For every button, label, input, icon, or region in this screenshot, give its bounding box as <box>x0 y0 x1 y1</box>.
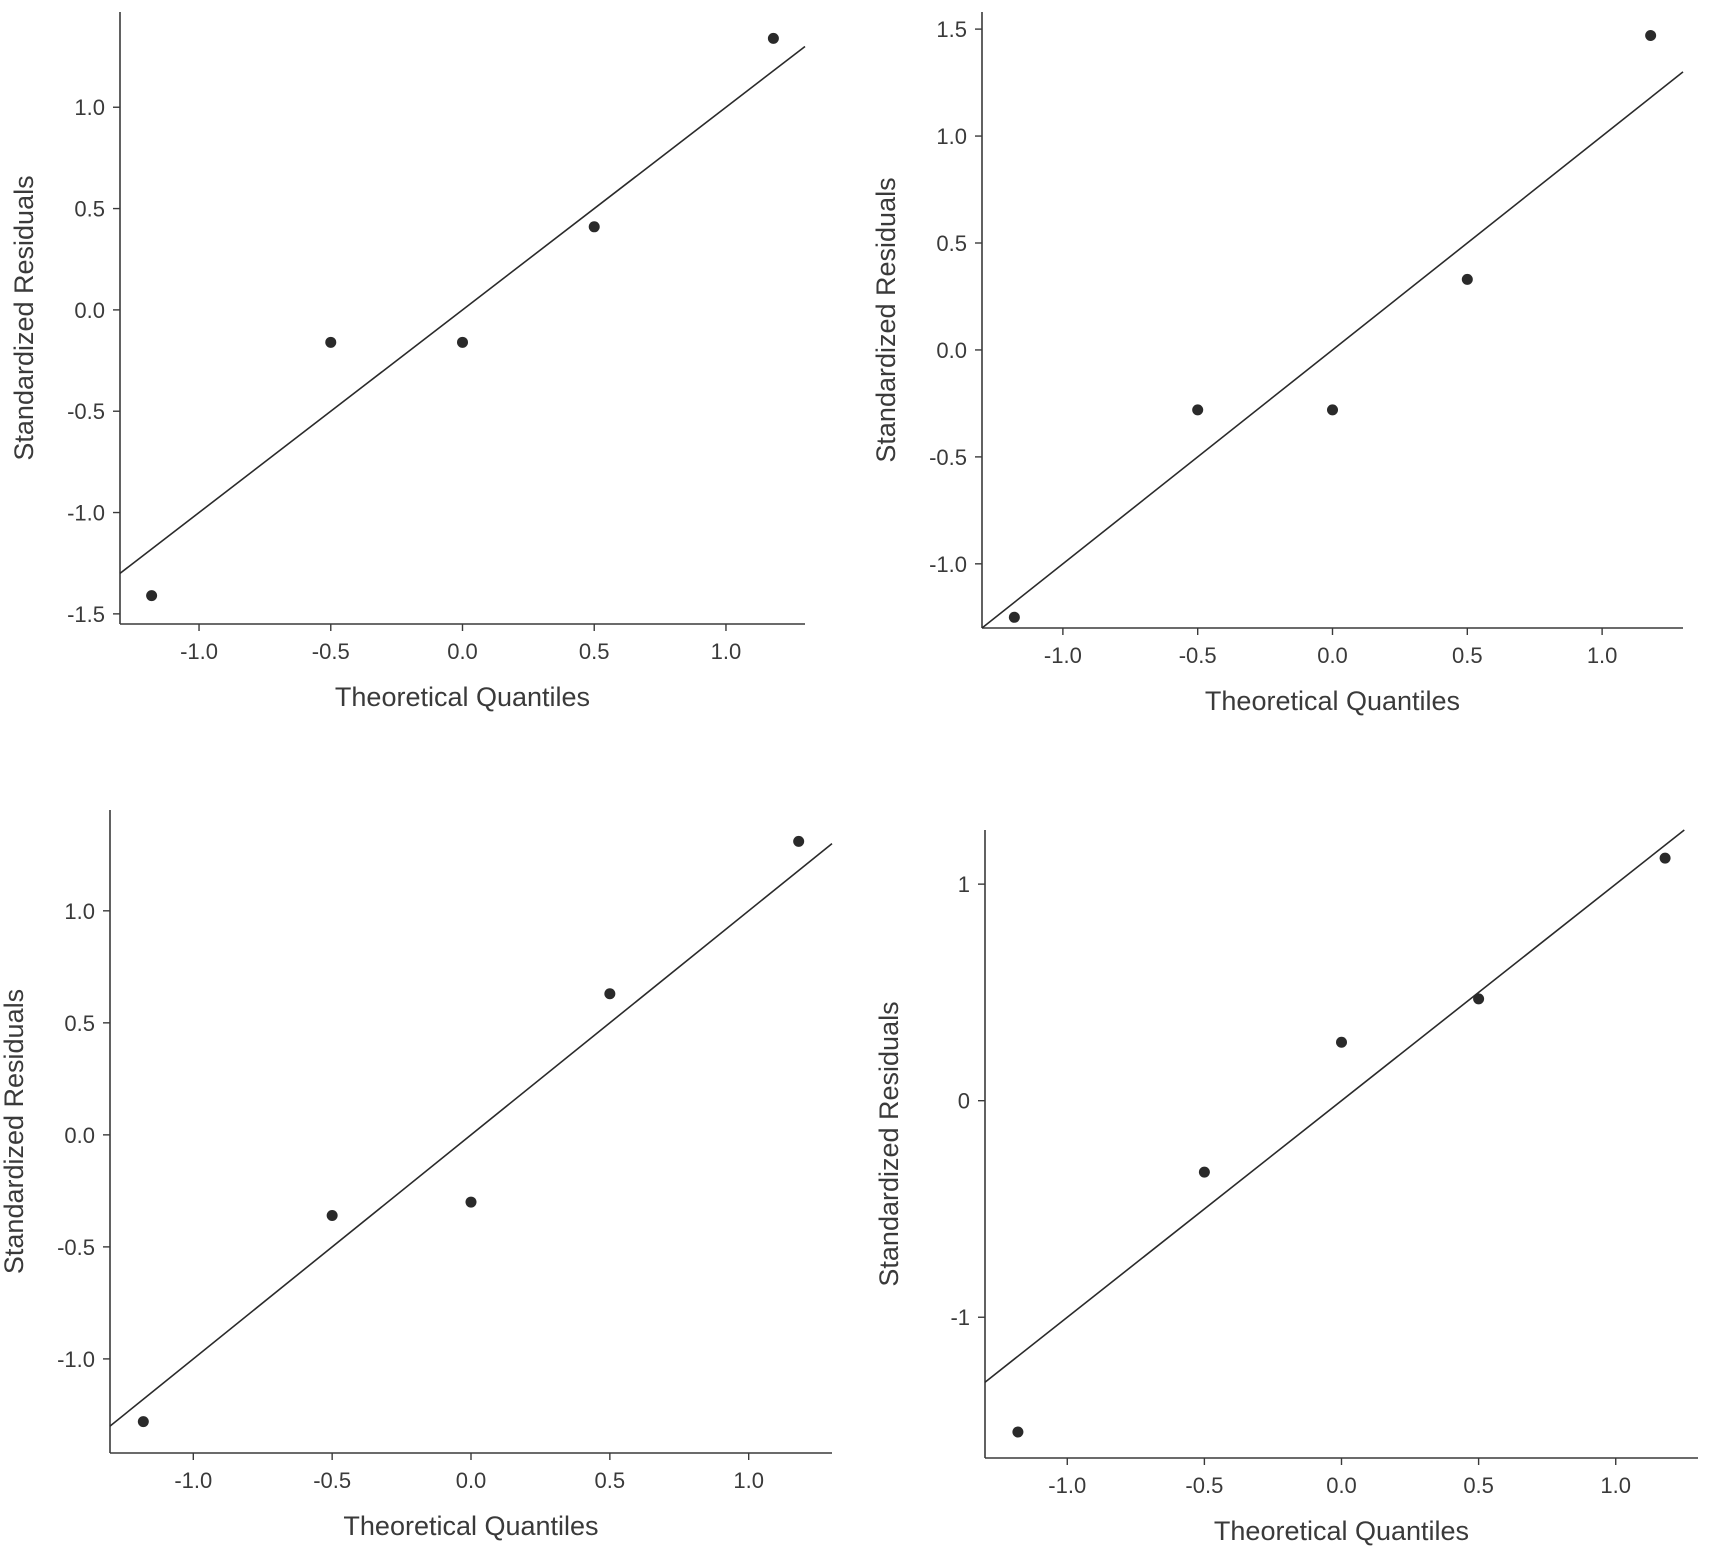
x-tick-label: -1.0 <box>174 1468 212 1493</box>
y-tick-label: 0.5 <box>64 1011 95 1036</box>
data-point <box>1473 993 1485 1005</box>
y-tick-label: 0.0 <box>64 1123 95 1148</box>
x-axis-title: Theoretical Quantiles <box>335 682 590 712</box>
data-point <box>1461 273 1473 285</box>
data-point <box>465 1196 477 1208</box>
y-tick-label: -0.5 <box>57 1235 95 1260</box>
reference-line <box>981 71 1684 629</box>
x-tick-label: 0.5 <box>595 1468 626 1493</box>
x-tick-label: 0.0 <box>447 639 478 664</box>
chart-panel-1: -1.0 -0.5 0.0 0.5 1.0 -1.5 -1.0 -0.5 0.0 0.5 1.0 Th… <box>9 12 806 712</box>
reference-line <box>109 842 833 1427</box>
x-tick-label: 1.0 <box>1600 1473 1631 1498</box>
y-tick-label: 0.5 <box>936 231 967 256</box>
y-axis-title: Standardized Residuals <box>874 1001 904 1286</box>
data-point <box>588 221 600 233</box>
chart-panel-4: -1.0 -0.5 0.0 0.5 1.0 -1 0 1 Theoretical Quantil… <box>874 829 1698 1546</box>
data-point <box>1327 404 1338 416</box>
data-point <box>1659 852 1671 864</box>
y-tick-label: 1.0 <box>936 124 967 149</box>
data-point <box>1198 1166 1210 1178</box>
data-point <box>137 1416 149 1428</box>
x-tick-label: 0.0 <box>456 1468 487 1493</box>
data-point <box>146 590 158 602</box>
x-axis-title: Theoretical Quantiles <box>343 1511 598 1541</box>
reference-line <box>119 45 806 574</box>
data-point <box>1012 1426 1024 1438</box>
y-tick-label: -1.5 <box>67 602 105 627</box>
x-tick-label: -0.5 <box>312 639 350 664</box>
chart-panel-2: -1.0 -0.5 0.0 0.5 1.0 -1.0 -0.5 0.0 0.5 1.0 1.5 The… <box>871 12 1684 716</box>
y-tick-label: -1.0 <box>57 1347 95 1372</box>
y-tick-label: 0 <box>958 1089 970 1114</box>
y-axis-title: Standardized Residuals <box>9 175 39 460</box>
x-tick-label: 1.0 <box>733 1468 764 1493</box>
y-tick-label: 1 <box>958 872 970 897</box>
data-point <box>457 336 468 348</box>
y-tick-label: 1.0 <box>74 95 105 120</box>
y-tick-label: -1 <box>950 1305 970 1330</box>
data-point <box>326 1210 338 1222</box>
data-point <box>1008 611 1020 623</box>
y-tick-label: -0.5 <box>929 445 967 470</box>
x-tick-label: -0.5 <box>1185 1473 1223 1498</box>
y-tick-label: 1.0 <box>64 899 95 924</box>
x-tick-label: 1.0 <box>1587 643 1618 668</box>
x-tick-label: 0.5 <box>579 639 610 664</box>
x-tick-label: 0.5 <box>1452 643 1483 668</box>
x-tick-label: -1.0 <box>1048 1473 1086 1498</box>
data-point <box>1645 30 1657 42</box>
data-point <box>325 336 337 348</box>
data-point <box>767 32 779 44</box>
x-tick-label: -0.5 <box>1179 643 1217 668</box>
y-axis-title: Standardized Residuals <box>0 989 29 1274</box>
y-tick-label: 0.0 <box>936 338 967 363</box>
x-tick-label: 0.5 <box>1463 1473 1494 1498</box>
data-point <box>604 988 616 1000</box>
x-tick-label: -1.0 <box>1044 643 1082 668</box>
y-tick-label: 0.0 <box>74 298 105 323</box>
data-point <box>1336 1036 1347 1048</box>
x-tick-label: -1.0 <box>180 639 218 664</box>
y-tick-label: 1.5 <box>936 17 967 42</box>
x-tick-label: -0.5 <box>313 1468 351 1493</box>
x-tick-label: 0.0 <box>1326 1473 1357 1498</box>
x-axis-title: Theoretical Quantiles <box>1205 686 1460 716</box>
data-point <box>1192 404 1204 416</box>
y-tick-label: 0.5 <box>74 197 105 222</box>
x-tick-label: 1.0 <box>711 639 742 664</box>
reference-line <box>984 829 1685 1383</box>
chart-panel-3: -1.0 -0.5 0.0 0.5 1.0 -1.0 -0.5 0.0 0.5 1.0 Theore… <box>0 810 833 1541</box>
x-axis-title: Theoretical Quantiles <box>1214 1516 1469 1546</box>
y-tick-label: -1.0 <box>67 501 105 526</box>
y-tick-label: -1.0 <box>929 552 967 577</box>
x-tick-label: 0.0 <box>1317 643 1348 668</box>
y-axis-title: Standardized Residuals <box>871 177 901 462</box>
y-tick-label: -0.5 <box>67 399 105 424</box>
data-point <box>793 835 805 847</box>
